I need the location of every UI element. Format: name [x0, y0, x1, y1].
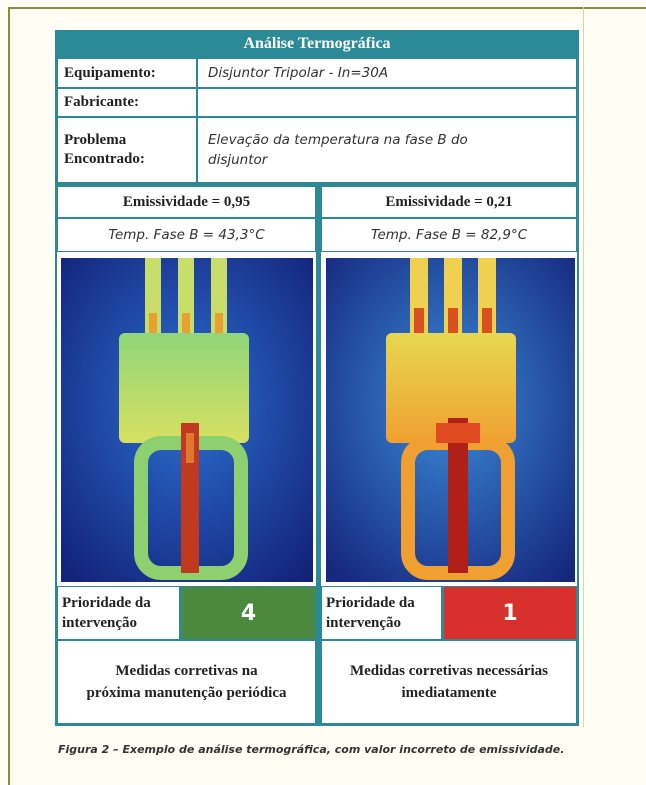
- thermal-image: [326, 258, 575, 582]
- label-cell: Fabricante:: [57, 88, 197, 117]
- frame: [583, 7, 584, 727]
- value-cell: Disjuntor Tripolar - In=30A: [197, 58, 577, 88]
- label-cell: Equipamento:: [57, 58, 197, 88]
- priority-label: Prioridade da intervenção: [62, 595, 151, 631]
- row-value: Disjuntor Tripolar - In=30A: [208, 65, 389, 81]
- value-cell: [197, 88, 577, 117]
- figure-caption: Figura 2 – Exemplo de análise termográfi…: [58, 743, 565, 756]
- value-cell: Elevação da temperatura na fase B do dis…: [197, 117, 577, 183]
- row-label: Problema Encontrado:: [64, 132, 145, 167]
- emissivity: Emissividade = 0,95: [122, 193, 251, 210]
- measures-cell: Medidas corretivas na próxima manutenção…: [57, 640, 316, 724]
- frame: [8, 7, 10, 785]
- frame: [8, 7, 646, 9]
- temperature: Temp. Fase B = 82,9°C: [370, 227, 528, 243]
- thermal-image: [61, 258, 313, 582]
- temperature: Temp. Fase B = 43,3°C: [108, 227, 265, 243]
- measures: Medidas corretivas necessárias imediatam…: [349, 663, 549, 701]
- priority: 1: [502, 600, 518, 626]
- emissivity-cell: Emissividade = 0,95: [57, 186, 316, 218]
- measures: Medidas corretivas na próxima manutenção…: [86, 663, 287, 701]
- temperature-cell: Temp. Fase B = 43,3°C: [57, 218, 316, 252]
- row-value: Elevação da temperatura na fase B do dis…: [208, 132, 468, 168]
- emissivity-cell: Emissividade = 0,21: [321, 186, 577, 218]
- temperature-cell: Temp. Fase B = 82,9°C: [321, 218, 577, 252]
- priority-cell: 1: [443, 586, 577, 640]
- priority: 4: [240, 600, 257, 626]
- priority-cell: 4: [181, 586, 316, 640]
- priority-label: Prioridade da intervenção: [326, 595, 415, 631]
- label-cell: Prioridade da intervenção: [321, 586, 442, 640]
- table-title-bar: Análise Termográfica: [55, 30, 579, 58]
- label-cell: Problema Encontrado:: [57, 117, 197, 183]
- table-title: Análise Termográfica: [243, 35, 391, 52]
- measures-cell: Medidas corretivas necessárias imediatam…: [321, 640, 577, 724]
- row-label: Equipamento:: [64, 64, 156, 81]
- emissivity: Emissividade = 0,21: [385, 193, 513, 210]
- label-cell: Prioridade da intervenção: [57, 586, 180, 640]
- row-label: Fabricante:: [64, 94, 139, 110]
